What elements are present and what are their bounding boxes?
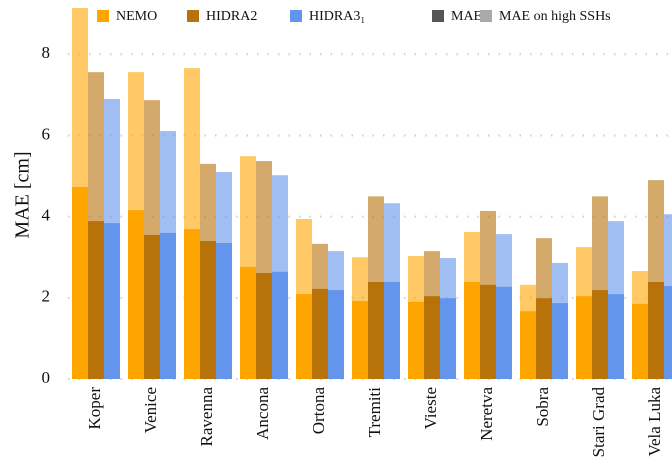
y-tick-label: 8 bbox=[42, 43, 51, 62]
y-tick-label: 6 bbox=[42, 124, 51, 143]
bar-mae bbox=[576, 296, 592, 379]
bar-mae bbox=[160, 232, 176, 379]
x-tick-label: Vela Luka bbox=[645, 387, 664, 457]
legend-label: HIDRA3₁ bbox=[309, 9, 365, 24]
bar-mae bbox=[408, 301, 424, 379]
bar-mae bbox=[496, 286, 512, 379]
grid: 0 2 4 6 8 bbox=[42, 43, 672, 387]
x-tick-label: Ravenna bbox=[197, 387, 216, 447]
bar-mae bbox=[424, 296, 440, 379]
legend-label: MAE bbox=[451, 9, 482, 24]
labels: Koper Venice Ravenna Ancona Ortona Tremiti Vie… bbox=[85, 387, 664, 458]
x-tick-label: Ancona bbox=[253, 387, 272, 440]
legend: NEMO HIDRA2 HIDRA3₁ MAE MAE on high SSHs bbox=[97, 9, 611, 24]
bar-mae bbox=[352, 301, 368, 379]
bar-mae bbox=[184, 229, 200, 379]
legend-swatch bbox=[187, 10, 199, 22]
legend-label: MAE on high SSHs bbox=[499, 9, 611, 24]
bar-mae bbox=[88, 221, 104, 379]
bar-mae bbox=[648, 281, 664, 379]
bar-mae bbox=[312, 288, 328, 379]
legend-swatch bbox=[97, 10, 109, 22]
bar-mae bbox=[384, 281, 400, 379]
bar-mae bbox=[520, 311, 536, 379]
bar-mae bbox=[608, 294, 624, 379]
bar-mae bbox=[144, 234, 160, 379]
bar-mae bbox=[256, 273, 272, 379]
bar-mae bbox=[480, 284, 496, 379]
x-tick-label: Ortona bbox=[309, 387, 328, 435]
y-tick-label: 2 bbox=[42, 287, 51, 306]
legend-swatch bbox=[480, 10, 492, 22]
x-tick-label: Tremiti bbox=[365, 387, 384, 438]
bar-mae bbox=[664, 286, 672, 379]
legend-label: HIDRA2 bbox=[206, 9, 257, 24]
x-tick-label: Koper bbox=[85, 387, 104, 430]
bar-mae bbox=[296, 294, 312, 379]
x-tick-label: Sobra bbox=[533, 387, 552, 427]
bar-mae bbox=[592, 290, 608, 379]
legend-swatch bbox=[432, 10, 444, 22]
bar-mae bbox=[328, 290, 344, 379]
bar-mae bbox=[216, 243, 232, 379]
y-tick-label: 0 bbox=[42, 368, 51, 387]
legend-label: NEMO bbox=[116, 9, 157, 24]
y-tick-label: 4 bbox=[42, 206, 51, 225]
bar-mae bbox=[368, 281, 384, 379]
bar-mae bbox=[464, 281, 480, 379]
bar-mae bbox=[72, 187, 88, 379]
bar-mae bbox=[200, 240, 216, 379]
y-axis-label: MAE [cm] bbox=[12, 151, 34, 238]
x-tick-label: Stari Grad bbox=[589, 387, 608, 458]
bar-mae bbox=[104, 223, 120, 379]
bar-mae bbox=[128, 210, 144, 379]
bar-mae bbox=[632, 303, 648, 379]
bar-mae bbox=[440, 298, 456, 379]
x-tick-label: Venice bbox=[141, 387, 160, 433]
bar-mae bbox=[240, 266, 256, 379]
bar-mae bbox=[536, 298, 552, 379]
x-tick-label: Vieste bbox=[421, 387, 440, 429]
x-tick-label: Neretva bbox=[477, 387, 496, 441]
bars bbox=[72, 8, 672, 380]
bar-mae bbox=[552, 303, 568, 379]
bar-mae bbox=[272, 271, 288, 379]
legend-swatch bbox=[290, 10, 302, 22]
